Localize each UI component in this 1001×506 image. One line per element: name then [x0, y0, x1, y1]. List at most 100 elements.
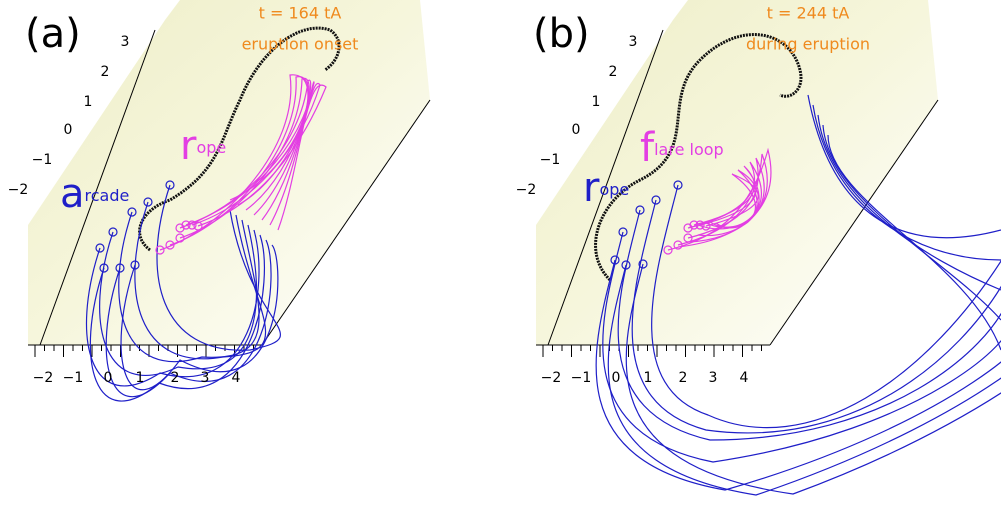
- annotation-rest: rcade: [85, 186, 130, 205]
- field-line: [631, 199, 1001, 434]
- rope-line: [822, 124, 1001, 321]
- y-tick-label: 3: [121, 34, 130, 50]
- y-tick-label: 2: [101, 64, 110, 80]
- x-tick-label: −1: [63, 370, 84, 386]
- annotation-initial: r: [180, 123, 197, 169]
- footpoint: [673, 180, 683, 190]
- footpoint: [143, 197, 153, 207]
- x-tick-label: 0: [612, 370, 621, 386]
- annotation: arcade: [60, 171, 129, 217]
- footpoint: [181, 220, 191, 230]
- panel-label: (a): [25, 11, 81, 57]
- y-tick-label: 1: [592, 94, 601, 110]
- field-line: [617, 209, 1001, 441]
- rope-line: [699, 169, 758, 228]
- y-tick-label: −1: [32, 152, 53, 168]
- x-tick-label: 4: [232, 370, 241, 386]
- footpoint: [115, 263, 125, 273]
- x-tick-label: 3: [709, 370, 718, 386]
- footpoint: [651, 195, 661, 205]
- footpoint: [175, 233, 185, 243]
- x-tick-label: 3: [201, 370, 210, 386]
- footpoint: [193, 221, 203, 231]
- x-tick-label: −1: [571, 370, 592, 386]
- annotation: rope: [180, 123, 226, 169]
- rope-line: [812, 104, 1001, 261]
- rope-line: [705, 173, 759, 229]
- footpoint: [99, 263, 109, 273]
- footpoint: [618, 227, 628, 237]
- field-line: [602, 231, 1001, 463]
- footpoint: [695, 220, 705, 230]
- x-tick-label: 1: [644, 370, 653, 386]
- footpoint: [130, 260, 140, 270]
- y-tick-label: 3: [629, 34, 638, 50]
- y-tick-label: −2: [8, 182, 29, 198]
- x-tick-label: 1: [136, 370, 145, 386]
- rope-line: [197, 84, 327, 231]
- x-tick-label: 2: [171, 370, 180, 386]
- y-tick-label: −1: [540, 152, 561, 168]
- annotation-initial: r: [583, 165, 600, 211]
- y-tick-label: 0: [572, 122, 581, 138]
- annotation-rest: ope: [196, 138, 226, 157]
- x-tick-label: 2: [679, 370, 688, 386]
- footpoint: [165, 180, 175, 190]
- footpoint: [610, 255, 620, 265]
- x-tick-label: −2: [33, 370, 54, 386]
- footpoint: [673, 240, 683, 250]
- field-line: [120, 244, 279, 391]
- plane: [28, 0, 430, 345]
- footpoint: [683, 233, 693, 243]
- annotation-initial: f: [640, 125, 655, 171]
- field-line: [99, 224, 258, 376]
- footpoint: [638, 259, 648, 269]
- rope-line: [687, 157, 765, 239]
- footpoint: [621, 260, 631, 270]
- footpoint: [663, 245, 673, 255]
- x-tick-label: −2: [541, 370, 562, 386]
- rope-line: [179, 78, 310, 239]
- footpoint: [187, 220, 197, 230]
- contour: [138, 26, 341, 252]
- rope-line: [827, 134, 1001, 351]
- footpoint: [689, 220, 699, 230]
- annotation: flare loop: [640, 125, 724, 171]
- time-label: t = 244 tA: [767, 4, 850, 23]
- plane-edge: [769, 99, 939, 346]
- annotation: rope: [583, 165, 629, 211]
- rope-line: [179, 79, 312, 229]
- axis-y: [547, 29, 664, 346]
- footpoint: [635, 205, 645, 215]
- field-line: [607, 264, 1001, 496]
- footpoint: [165, 240, 175, 250]
- rope-line: [677, 153, 768, 246]
- axis-y: [39, 29, 156, 346]
- rope-line: [185, 81, 315, 226]
- rope-line: [817, 114, 1001, 291]
- phase-label: eruption onset: [242, 35, 359, 54]
- annotation-initial: a: [60, 171, 85, 217]
- panel-label: (b): [533, 11, 590, 57]
- rope-line: [807, 94, 1001, 239]
- footpoint: [155, 245, 165, 255]
- contour: [594, 33, 803, 282]
- field-line: [85, 229, 260, 387]
- annotation-rest: lare loop: [654, 140, 724, 159]
- field-line: [651, 184, 1001, 429]
- x-tick-label: 0: [104, 370, 113, 386]
- rope-line: [169, 76, 310, 246]
- phase-label: during eruption: [746, 35, 870, 54]
- field-line: [595, 259, 1001, 491]
- y-tick-label: −2: [516, 182, 537, 198]
- plane: [536, 0, 938, 345]
- field-line: [625, 263, 1001, 495]
- plane-edge: [261, 99, 431, 346]
- y-tick-label: 0: [64, 122, 73, 138]
- y-tick-label: 2: [609, 64, 618, 80]
- x-tick-label: 4: [740, 370, 749, 386]
- y-tick-label: 1: [84, 94, 93, 110]
